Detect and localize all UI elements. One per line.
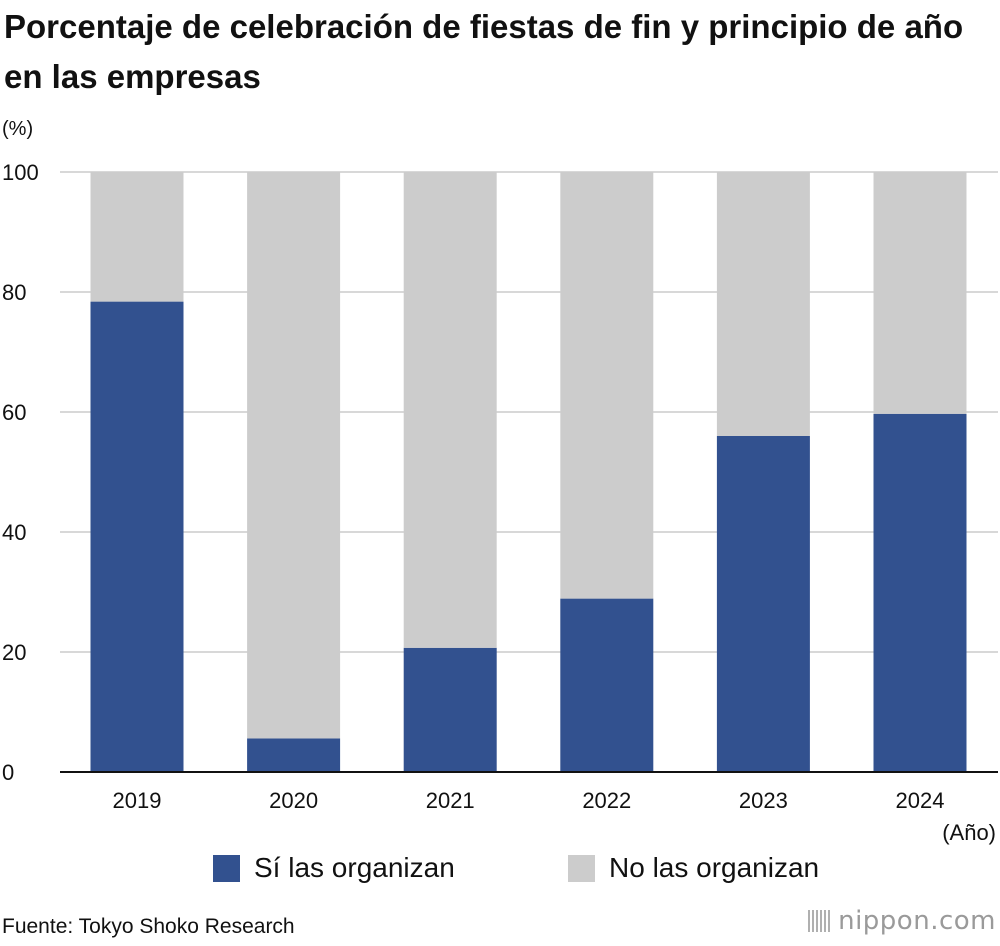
x-tick-label-2021: 2021: [426, 788, 475, 813]
bar-yes-2022: [560, 598, 654, 772]
bar-no-2019: [90, 172, 184, 302]
bar-no-2022: [560, 172, 654, 599]
logo-suffix: .com: [930, 906, 996, 936]
bar-yes-2019: [90, 301, 184, 772]
bar-yes-2024: [873, 413, 967, 772]
source-note: Fuente: Tokyo Shoko Research: [2, 915, 295, 938]
x-tick-labels: 2019 2020 2021 2022 2023 2024: [113, 788, 945, 813]
bar-no-2024: [873, 172, 967, 414]
x-tick-label-2019: 2019: [113, 788, 162, 813]
x-tick-label-2020: 2020: [269, 788, 318, 813]
legend-item-no: No las organizan: [568, 852, 819, 884]
legend-swatch-no: [568, 854, 595, 882]
grid-lines: [60, 171, 998, 653]
legend-item-yes: Sí las organizan: [213, 852, 455, 884]
chart-title: Porcentaje de celebración de fiestas de …: [4, 8, 964, 95]
y-tick-label-40: 40: [2, 520, 26, 545]
y-tick-labels: 0 20 40 60 80 100: [2, 160, 39, 785]
bar-no-2020: [247, 172, 341, 739]
nippon-logo: nippon .com: [808, 906, 996, 936]
bar-yes-2023: [716, 436, 810, 772]
x-tick-label-2024: 2024: [896, 788, 945, 813]
bar-no-2021: [403, 172, 497, 648]
y-tick-label-0: 0: [2, 760, 14, 785]
bar-series: [90, 172, 967, 772]
bar-chart: 0 20 40 60 80 100 2019 2020 2021 2022 2023 2024 (A…: [2, 160, 998, 845]
legend-label-no: No las organizan: [609, 852, 820, 883]
y-tick-label-20: 20: [2, 640, 26, 665]
logo-bars-icon: [808, 910, 831, 932]
y-tick-label-60: 60: [2, 400, 26, 425]
x-tick-label-2023: 2023: [739, 788, 788, 813]
bar-yes-2020: [247, 738, 341, 772]
legend-swatch-yes: [213, 854, 240, 882]
bar-no-2023: [716, 172, 810, 436]
logo-name: nippon: [838, 906, 931, 936]
x-axis-unit: (Año): [942, 820, 996, 845]
y-axis-unit: (%): [2, 118, 34, 140]
x-tick-label-2022: 2022: [582, 788, 631, 813]
legend-label-yes: Sí las organizan: [254, 852, 455, 883]
bar-yes-2021: [403, 647, 497, 772]
y-tick-label-80: 80: [2, 280, 26, 305]
y-tick-label-100: 100: [2, 160, 39, 185]
